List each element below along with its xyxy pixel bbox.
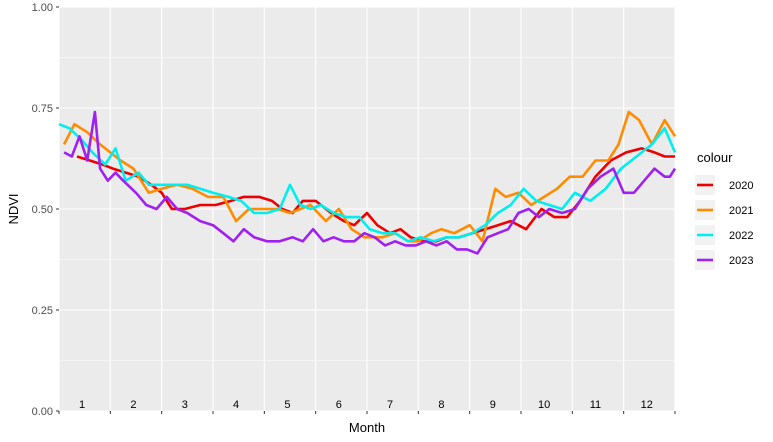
legend-label-2020: 2020 xyxy=(729,180,753,192)
month-label: 12 xyxy=(641,399,653,411)
month-label: 9 xyxy=(490,399,496,411)
month-label: 1 xyxy=(79,399,85,411)
legend-title: colour xyxy=(697,150,733,165)
month-label: 6 xyxy=(336,399,342,411)
series-lines xyxy=(58,110,677,255)
legend-label-2021: 2021 xyxy=(729,205,753,217)
y-axis-title: NDVI xyxy=(6,193,21,224)
y-tick-label: 0.00 xyxy=(32,406,53,418)
month-label: 4 xyxy=(233,399,239,411)
legend-label-2023: 2023 xyxy=(729,255,753,267)
y-tick-label: 0.25 xyxy=(32,305,53,317)
series-line-2022 xyxy=(58,122,677,243)
series-line-2020 xyxy=(76,147,675,243)
legend-label-2022: 2022 xyxy=(729,230,753,242)
y-axis: 0.00 0.25 0.50 0.75 1.00 xyxy=(32,2,59,418)
y-tick-label: 1.00 xyxy=(32,2,53,14)
x-axis-title: Month xyxy=(349,420,385,435)
y-tick-label: 0.75 xyxy=(32,103,53,115)
y-tick-label: 0.50 xyxy=(32,204,53,216)
month-label: 8 xyxy=(438,399,444,411)
series-line-2021 xyxy=(62,110,677,243)
legend: colour 2020 2021 2022 2023 xyxy=(695,150,753,270)
month-label: 7 xyxy=(387,399,393,411)
month-label: 10 xyxy=(538,399,550,411)
month-label: 3 xyxy=(182,399,188,411)
x-axis: 1 2 3 4 5 6 7 8 9 10 11 12 xyxy=(58,399,676,414)
month-label: 5 xyxy=(284,399,290,411)
month-label: 11 xyxy=(590,399,601,411)
series-line-2023 xyxy=(63,110,677,255)
month-label: 2 xyxy=(130,399,136,411)
